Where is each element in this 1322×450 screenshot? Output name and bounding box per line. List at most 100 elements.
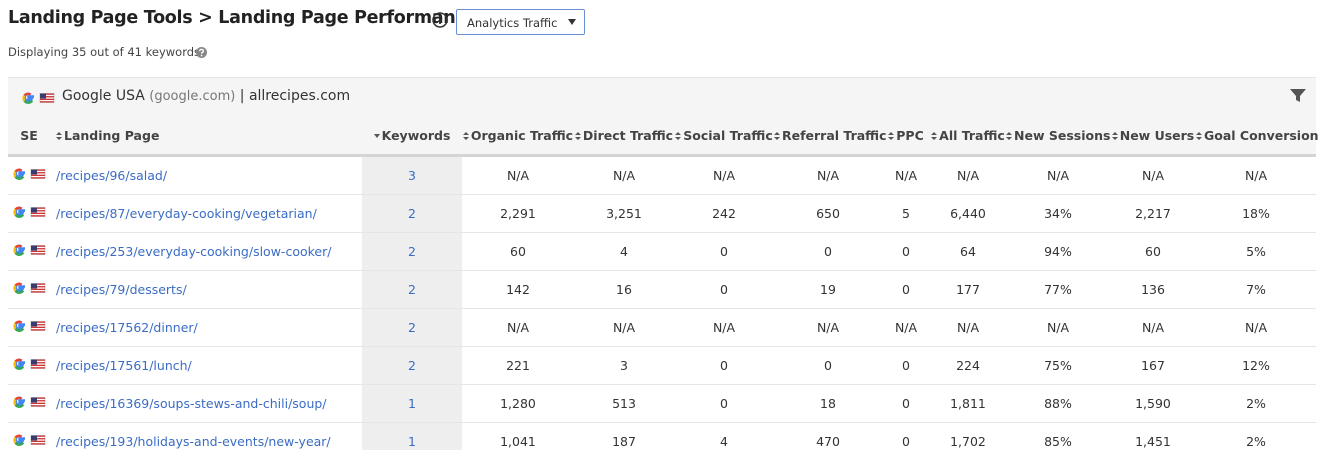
keyword-count[interactable]: 2 [408, 320, 416, 335]
column-header[interactable]: New Sessions [1006, 116, 1110, 157]
metric-cell: N/A [674, 308, 774, 347]
help-icon[interactable] [196, 47, 207, 58]
column-label: New Users [1119, 127, 1195, 143]
metric-value: 513 [612, 396, 636, 411]
landing-page-cell: /recipes/87/everyday-cooking/vegetarian/ [50, 194, 362, 233]
sort-icon [675, 132, 682, 140]
separator: | [239, 88, 245, 104]
landing-page-link[interactable]: /recipes/253/everyday-cooking/slow-cooke… [56, 244, 332, 259]
column-label: Social Traffic [683, 127, 773, 143]
metric-cell: 167 [1110, 346, 1196, 385]
engine-flag-icons [22, 92, 55, 104]
table-row: /recipes/17562/dinner/2 N/A N/A N/A N/A N/A N/… [8, 308, 1316, 347]
metric-cell: 0 [882, 270, 930, 309]
column-header[interactable]: Goal Conversion [1196, 116, 1319, 157]
metric-value: 1,590 [1135, 396, 1171, 411]
metric-value: N/A [894, 168, 918, 183]
metric-value: 1,041 [500, 434, 536, 449]
landing-page-link[interactable]: /recipes/193/holidays-and-events/new-yea… [56, 434, 331, 449]
metric-value: 221 [506, 358, 530, 373]
metric-value: N/A [506, 320, 530, 335]
sort-icon [888, 132, 895, 140]
metric-cell: 1 [362, 384, 462, 423]
metric-cell: 2 [362, 232, 462, 271]
keyword-count[interactable]: 2 [408, 282, 416, 297]
metric-value: 0 [720, 396, 728, 411]
keyword-count[interactable]: 3 [408, 168, 416, 183]
metric-value: N/A [956, 168, 980, 183]
metric-cell: 75% [1006, 346, 1110, 385]
metric-value: 18 [820, 396, 836, 411]
metric-value: 3 [620, 358, 628, 373]
metric-cell: 0 [882, 384, 930, 423]
column-header[interactable]: PPC [882, 116, 930, 157]
filter-icon[interactable] [1290, 89, 1306, 103]
metric-value: 0 [824, 244, 832, 259]
column-header[interactable]: New Users [1110, 116, 1196, 157]
metric-cell: N/A [574, 308, 674, 347]
info-icon[interactable] [432, 12, 448, 28]
landing-page-link[interactable]: /recipes/16369/soups-stews-and-chili/sou… [56, 396, 327, 411]
metric-cell: 1,041 [462, 422, 574, 450]
metric-value: N/A [612, 168, 636, 183]
column-header[interactable]: Keywords [362, 116, 462, 157]
sort-icon [373, 134, 380, 138]
metric-cell: 0 [774, 232, 882, 271]
metric-cell: 2% [1196, 422, 1316, 450]
metric-value: 0 [902, 358, 910, 373]
column-header[interactable]: Social Traffic [674, 116, 774, 157]
metric-value: 136 [1141, 282, 1165, 297]
keyword-count[interactable]: 2 [408, 358, 416, 373]
table-row: /recipes/87/everyday-cooking/vegetarian/… [8, 194, 1316, 233]
metric-cell: 34% [1006, 194, 1110, 233]
column-label: Referral Traffic [782, 127, 887, 143]
metric-cell: 6,440 [930, 194, 1006, 233]
metric-value: 0 [720, 282, 728, 297]
metric-cell: 1,280 [462, 384, 574, 423]
metric-value: 0 [902, 282, 910, 297]
landing-page-link[interactable]: /recipes/96/salad/ [56, 168, 168, 183]
column-header[interactable]: Organic Traffic [462, 116, 574, 157]
metric-value: 75% [1044, 358, 1072, 373]
metric-cell: N/A [1110, 308, 1196, 347]
metric-value: N/A [816, 168, 840, 183]
metric-cell: 650 [774, 194, 882, 233]
metric-value: 18% [1242, 206, 1270, 221]
metric-cell: 18 [774, 384, 882, 423]
metric-value: N/A [712, 320, 736, 335]
metric-value: N/A [1046, 320, 1070, 335]
landing-page-link[interactable]: /recipes/17561/lunch/ [56, 358, 192, 373]
keyword-count[interactable]: 1 [408, 396, 416, 411]
metric-cell: 513 [574, 384, 674, 423]
keyword-count[interactable]: 2 [408, 244, 416, 259]
landing-page-cell: /recipes/16369/soups-stews-and-chili/sou… [50, 384, 362, 423]
column-header[interactable]: Referral Traffic [774, 116, 887, 157]
column-header[interactable]: Landing Page [50, 116, 362, 157]
metric-cell: 470 [774, 422, 882, 450]
metric-cell: 1,811 [930, 384, 1006, 423]
keyword-count[interactable]: 1 [408, 434, 416, 449]
metric-value: 60 [510, 244, 526, 259]
metric-cell: 3,251 [574, 194, 674, 233]
sort-icon [1006, 132, 1012, 140]
landing-page-link[interactable]: /recipes/17562/dinner/ [56, 320, 198, 335]
metric-value: 0 [902, 396, 910, 411]
se-cell [8, 422, 50, 450]
sort-icon [56, 132, 62, 140]
traffic-dropdown[interactable]: Analytics Traffic [456, 9, 585, 35]
landing-page-link[interactable]: /recipes/87/everyday-cooking/vegetarian/ [56, 206, 317, 221]
column-header[interactable]: Direct Traffic [574, 116, 674, 157]
metric-value: 5% [1246, 244, 1266, 259]
metric-value: N/A [506, 168, 530, 183]
metric-value: 7% [1246, 282, 1266, 297]
metric-cell: 4 [674, 422, 774, 450]
column-header[interactable]: All Traffic [930, 116, 1006, 157]
metric-cell: N/A [882, 155, 930, 195]
metric-cell: 0 [774, 346, 882, 385]
metric-value: 3,251 [606, 206, 642, 221]
keyword-count[interactable]: 2 [408, 206, 416, 221]
landing-page-link[interactable]: /recipes/79/desserts/ [56, 282, 187, 297]
metric-value: 1,280 [500, 396, 536, 411]
metric-value: 470 [816, 434, 840, 449]
metric-value: N/A [1244, 168, 1268, 183]
